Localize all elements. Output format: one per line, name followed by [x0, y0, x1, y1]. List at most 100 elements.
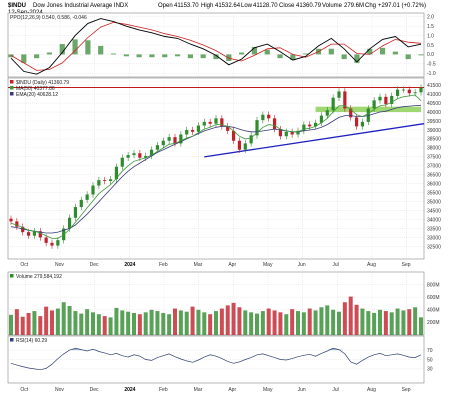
candle-body [21, 226, 25, 233]
low-value: 41128.70 [253, 3, 278, 9]
candle-body [302, 124, 306, 131]
candle-body [73, 207, 78, 218]
y-tick-label: 34500 [427, 208, 441, 214]
x-month-label: 2024 [124, 387, 135, 393]
candle-body [173, 137, 177, 144]
candle-body [15, 221, 19, 227]
volume-bar [301, 312, 306, 335]
candle-body [196, 125, 201, 132]
candle-body [378, 96, 382, 101]
x-month-label: Aug [367, 262, 376, 268]
volume-bar [14, 309, 19, 335]
y-tick-label: 37500 [427, 155, 441, 161]
volume-bar [260, 311, 265, 335]
volume-bar [208, 314, 213, 335]
candle-body [190, 129, 195, 132]
candle-body [296, 130, 300, 135]
candle-body [313, 122, 318, 127]
volume-bar [331, 309, 336, 335]
candle-body [38, 231, 42, 238]
y-tick-label: 800M [427, 282, 440, 288]
ppo-histogram-bar [21, 54, 27, 63]
legend-swatch [10, 92, 14, 96]
ppo-histogram-bar [200, 54, 206, 59]
ppo-histogram-bar [392, 51, 398, 55]
legend-swatch [10, 338, 14, 342]
candle-body [349, 108, 353, 118]
candle-body [167, 137, 171, 141]
candle-body [79, 199, 83, 208]
y-tick-label: 41500 [427, 83, 441, 89]
volume-bar [91, 312, 95, 335]
close-value: 41360.79 [296, 3, 322, 9]
y-tick-label: 33500 [427, 226, 441, 232]
y-tick-label: 40000 [427, 110, 441, 116]
volume-value: 279.6M [344, 3, 364, 9]
x-month-label: Jun [298, 262, 306, 268]
volume-bar [272, 310, 277, 335]
ppo-legend-label: PPO(12,26,9) 0.540, 0.586, -0.046 [10, 15, 87, 21]
volume-bar [202, 312, 207, 335]
x-month-label: Sep [402, 262, 411, 268]
candle-body [161, 140, 165, 146]
candle-body [278, 129, 283, 137]
candle-body [108, 179, 113, 182]
ticker-symbol: $INDU [8, 3, 26, 9]
candle-body [325, 110, 329, 116]
y-tick-label: 2.0 [427, 15, 434, 21]
volume-bar [360, 308, 365, 335]
volume-bar [407, 309, 412, 335]
candle-body [67, 217, 72, 229]
candle-body [114, 166, 119, 180]
volume-bar [67, 306, 72, 335]
legend-label: $INDU (Daily) 41360.79 [16, 80, 69, 86]
legend-swatch [10, 274, 14, 278]
ppo-histogram-bar [174, 54, 181, 57]
volume-bar [419, 317, 423, 335]
y-tick-label: 32500 [427, 244, 441, 250]
panel-frame [7, 77, 425, 260]
ppo-histogram-bar [264, 49, 270, 55]
low-label: Low [241, 3, 253, 9]
volume-bar [143, 312, 148, 335]
volume-bar [237, 307, 242, 335]
rsi-panel: 70 50 30 RSI(14) 60.29 [7, 335, 433, 384]
volume-bar [290, 309, 295, 335]
candle-body [214, 118, 218, 124]
candle-body [220, 118, 224, 127]
ppo-histogram-bar [149, 54, 155, 58]
candle-body [126, 155, 130, 158]
ppo-histogram-bar [59, 44, 65, 55]
volume-bar [348, 296, 353, 335]
candle-body [208, 121, 212, 124]
candle-body [103, 180, 107, 182]
ppo-histogram-bar [418, 54, 424, 56]
x-month-label: Sep [402, 387, 411, 393]
volume-bar [255, 313, 259, 335]
ppo-histogram-bar [72, 39, 78, 55]
candle-body [401, 89, 406, 91]
volume-bar [102, 316, 107, 335]
y-tick-label: 70 [427, 348, 433, 354]
volume-bar [137, 314, 142, 335]
volume-bar [366, 311, 371, 335]
x-month-label: Dec [90, 262, 99, 268]
volume-bar [337, 311, 341, 335]
x-month-label: Feb [159, 387, 168, 393]
volume-bar [325, 305, 330, 335]
y-tick-label: 200M [427, 320, 440, 326]
volume-bar [190, 306, 195, 335]
ppo-histogram-bar [226, 54, 232, 61]
volume-bar [413, 307, 418, 335]
close-label: Close [279, 3, 295, 9]
ppo-histogram-bar [367, 48, 373, 55]
legend-label: EMA(20) 40628.12 [16, 92, 58, 98]
rsi-line [10, 347, 422, 371]
ppo-panel: 2.0 1.5 1.0 0.5 0.0 -0.5 -1.0 PPO(12,26,9) 0.54… [7, 12, 436, 78]
x-month-label: Jul [332, 387, 338, 393]
volume-bar [342, 302, 347, 335]
ppo-histogram-bar [162, 54, 168, 58]
x-axis-price: Oct Nov Dec 2024 Feb Mar Apr May Jun Jul Aug Sep [20, 262, 410, 268]
volume-label: Volume [322, 3, 343, 9]
candle-body [120, 157, 124, 167]
